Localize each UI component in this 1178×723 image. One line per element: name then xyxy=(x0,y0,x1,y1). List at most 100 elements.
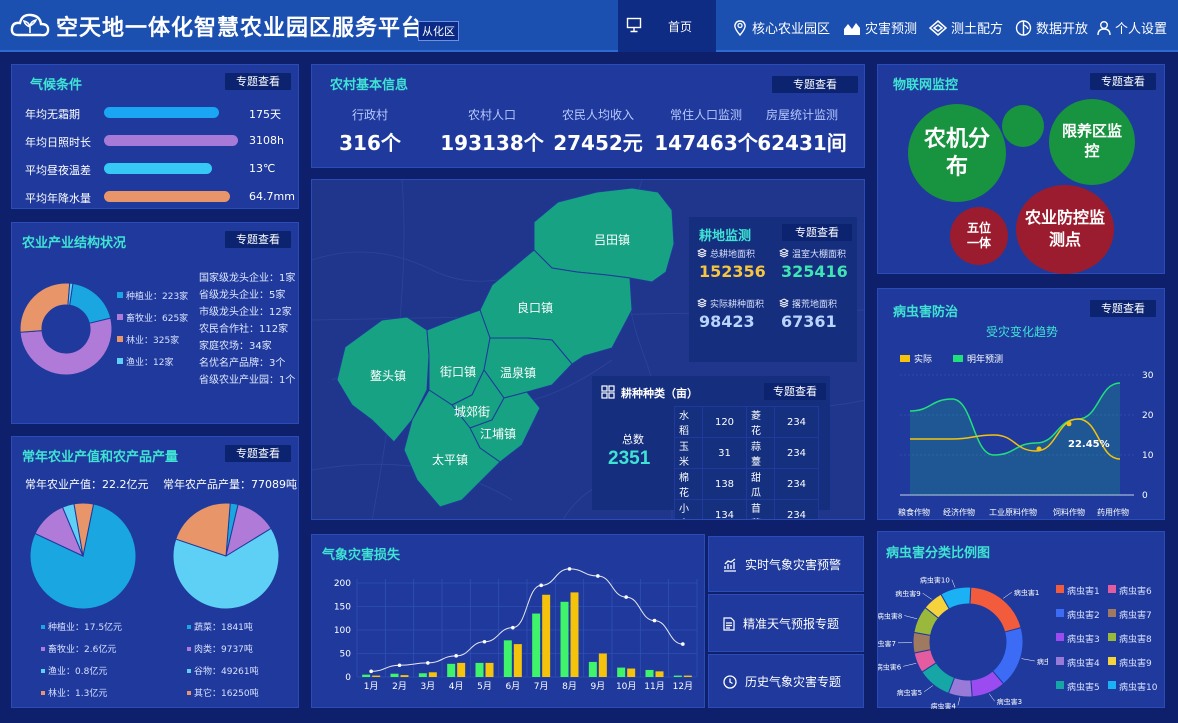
trend-point[interactable] xyxy=(397,663,402,668)
farmland-topic-button[interactable]: 专题查看 xyxy=(782,224,852,241)
nav-personal-settings-label: 个人设置 xyxy=(1115,22,1168,37)
crop-name: 甜瓜 xyxy=(746,468,775,500)
nav-personal-settings[interactable]: 个人设置 xyxy=(1097,18,1167,37)
green-bar[interactable] xyxy=(532,613,541,677)
yellow-bar[interactable] xyxy=(655,671,664,677)
nav-disaster-forecast[interactable]: 灾害预测 xyxy=(843,18,917,37)
yellow-bar[interactable] xyxy=(627,668,636,677)
farmland-item-text: 撂荒地面积 xyxy=(792,300,838,310)
map-panel: 吕田镇 良口镇 鳌头镇 街口镇 温泉镇 城郊街 江埔镇 太平镇 耕地监测 专题查看 总耕地面积… xyxy=(311,179,865,520)
basic-info-panel: 农村基本信息 专题查看 行政村 316个 农村人口 193138个 农民人均收入 2745… xyxy=(311,64,865,168)
green-bar[interactable] xyxy=(617,667,626,677)
output-value-slice[interactable] xyxy=(73,502,95,557)
bubble-machinery[interactable]: 农机分布 xyxy=(908,104,1006,202)
nav-soil-formula[interactable]: 测土配方 xyxy=(928,18,1003,37)
structure-topic-button[interactable]: 专题查看 xyxy=(225,231,291,248)
basic-info-topic-button[interactable]: 专题查看 xyxy=(772,76,858,93)
climate-topic-button[interactable]: 专题查看 xyxy=(225,73,291,90)
structure-slice[interactable] xyxy=(69,282,112,324)
pest-ratio-slice[interactable] xyxy=(912,631,932,654)
x-tick-label: 8月 xyxy=(562,681,577,692)
crop-topic-button[interactable]: 专题查看 xyxy=(764,383,826,400)
trend-point[interactable] xyxy=(511,625,515,630)
town-aotou[interactable] xyxy=(336,316,430,443)
green-bar[interactable] xyxy=(418,673,427,677)
y-tick-label: 150 xyxy=(334,603,351,613)
yellow-bar[interactable] xyxy=(570,592,579,677)
yellow-bar[interactable] xyxy=(542,594,551,677)
pest-ratio-legend-item: 病虫害2 xyxy=(1056,608,1100,621)
nav-core-park[interactable]: 核心农业园区 xyxy=(732,18,830,37)
green-bar[interactable] xyxy=(645,669,654,677)
trend-point[interactable] xyxy=(596,574,600,578)
pest-ratio-slice[interactable] xyxy=(991,627,1024,685)
structure-slice[interactable] xyxy=(19,317,113,376)
forecast-topic-button[interactable]: 精准天气预报专题 xyxy=(708,594,864,652)
pest-slice-label: 病虫害5 xyxy=(897,688,922,697)
farmland-item-value: 325416 xyxy=(781,262,848,281)
output-qty-slice[interactable] xyxy=(172,527,280,610)
bubble-five-in-one[interactable]: 五位一体 xyxy=(950,207,1008,265)
nav-home[interactable]: 首页 xyxy=(618,0,716,52)
database-icon xyxy=(1015,20,1032,36)
yellow-bar[interactable] xyxy=(598,653,607,678)
actual-point[interactable] xyxy=(1066,421,1072,427)
yellow-bar[interactable] xyxy=(372,675,381,677)
bubble-prevention-points[interactable]: 农业防控监测点 xyxy=(1016,185,1114,274)
trend-point[interactable] xyxy=(652,618,657,623)
trend-point[interactable] xyxy=(681,642,685,646)
output-qty-slice[interactable] xyxy=(175,502,231,557)
output-value-legend-item-label: 种植业：17.5亿元 xyxy=(48,623,123,633)
legend-swatch xyxy=(117,336,123,342)
trend-point[interactable] xyxy=(482,639,487,644)
actual-point[interactable] xyxy=(1036,446,1042,452)
bubble-restricted-area[interactable]: 限养区监控 xyxy=(1049,99,1135,185)
y-tick-label: 50 xyxy=(340,650,352,660)
legend-swatch xyxy=(953,355,963,362)
realtime-warning-button[interactable]: 实时气象灾害预警 xyxy=(708,536,864,592)
yellow-bar[interactable] xyxy=(485,662,494,677)
yellow-bar[interactable] xyxy=(428,672,437,677)
green-bar[interactable] xyxy=(588,661,597,677)
green-bar[interactable] xyxy=(390,673,399,677)
basic-stat-label: 农民人均收入 xyxy=(561,108,634,122)
green-bar[interactable] xyxy=(447,663,456,677)
farmland-item-value: 152356 xyxy=(699,262,766,281)
pest-ratio-legend-label: 病虫害7 xyxy=(1119,611,1152,621)
yellow-bar[interactable] xyxy=(400,675,409,677)
green-bar[interactable] xyxy=(560,601,569,677)
pest-ratio-slice[interactable] xyxy=(940,586,972,610)
bubble-small-green[interactable] xyxy=(1002,105,1044,147)
nav-open-data[interactable]: 数据开放 xyxy=(1015,18,1088,37)
green-bar[interactable] xyxy=(673,675,682,677)
green-bar[interactable] xyxy=(503,640,512,677)
trend-point[interactable] xyxy=(624,595,628,599)
trend-point[interactable] xyxy=(369,669,373,674)
trend-point[interactable] xyxy=(454,654,458,658)
trend-point[interactable] xyxy=(426,661,430,665)
pest-slice-label: 病虫害9 xyxy=(895,589,920,598)
crop-name: 棉花 xyxy=(674,468,703,500)
region-badge[interactable]: 从化区 xyxy=(418,21,459,41)
document-icon xyxy=(723,617,735,631)
trend-point[interactable] xyxy=(539,583,543,588)
crop-name: 蒜薹 xyxy=(746,437,775,469)
output-topic-button[interactable]: 专题查看 xyxy=(225,445,291,462)
legend-swatch xyxy=(1056,609,1064,617)
iot-topic-button[interactable]: 专题查看 xyxy=(1090,73,1156,90)
yellow-bar[interactable] xyxy=(513,644,522,677)
legend-swatch xyxy=(1108,657,1116,665)
climate-label: 平均年降水量 xyxy=(25,192,91,205)
pest-control-topic-button[interactable]: 专题查看 xyxy=(1090,300,1156,317)
yellow-bar[interactable] xyxy=(683,675,692,677)
yellow-bar[interactable] xyxy=(457,662,466,677)
legend-swatch xyxy=(900,355,910,362)
green-bar[interactable] xyxy=(362,674,371,677)
town-taiping[interactable] xyxy=(403,389,501,508)
trend-point[interactable] xyxy=(567,567,572,571)
structure-slice[interactable] xyxy=(19,282,71,333)
top-header: 空天地一体化智慧农业园区服务平台 从化区 首页 核心农业园区 灾害预测 测土配方… xyxy=(0,0,1178,52)
history-topic-button[interactable]: 历史气象灾害专题 xyxy=(708,654,864,708)
green-bar[interactable] xyxy=(475,662,484,677)
structure-slice[interactable] xyxy=(67,282,74,306)
